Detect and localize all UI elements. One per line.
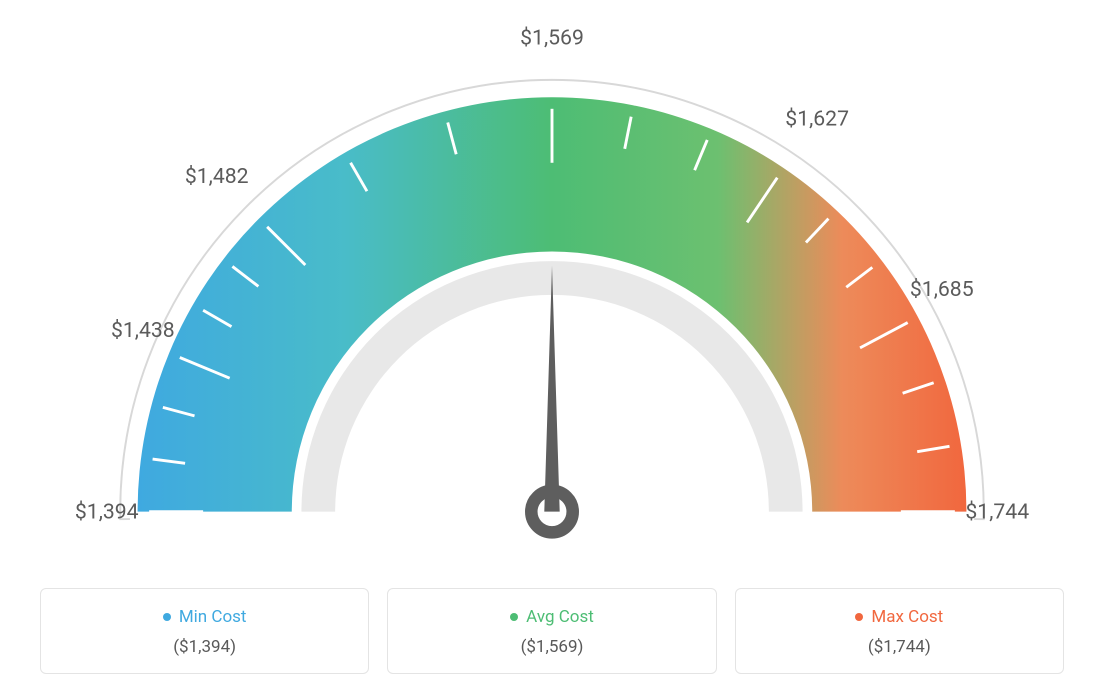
svg-text:$1,438: $1,438 <box>111 318 175 343</box>
cost-gauge-chart: $1,394 $1,438 $1,482 $1,569 $1,627 $1,685 $1,7… <box>20 20 1084 674</box>
legend-value-avg: ($1,569) <box>398 637 705 657</box>
legend-value-min: ($1,394) <box>51 637 358 657</box>
legend-value-max: ($1,744) <box>746 637 1053 657</box>
gauge-svg: $1,394 $1,438 $1,482 $1,569 $1,627 $1,685 $1,7… <box>20 20 1084 560</box>
dot-icon <box>163 613 171 621</box>
legend-title-min: Min Cost <box>51 607 358 627</box>
legend-card-avg: Avg Cost ($1,569) <box>387 588 716 674</box>
svg-text:$1,685: $1,685 <box>910 277 974 302</box>
legend-title-max: Max Cost <box>746 607 1053 627</box>
legend-label: Max Cost <box>871 607 943 627</box>
legend-row: Min Cost ($1,394) Avg Cost ($1,569) Max … <box>20 588 1084 674</box>
svg-text:$1,394: $1,394 <box>75 499 139 524</box>
legend-label: Min Cost <box>179 607 247 627</box>
dot-icon <box>855 613 863 621</box>
legend-card-max: Max Cost ($1,744) <box>735 588 1064 674</box>
svg-text:$1,744: $1,744 <box>965 499 1029 524</box>
svg-text:$1,627: $1,627 <box>785 106 849 131</box>
legend-label: Avg Cost <box>526 607 594 627</box>
legend-card-min: Min Cost ($1,394) <box>40 588 369 674</box>
svg-text:$1,482: $1,482 <box>185 164 249 189</box>
dot-icon <box>510 613 518 621</box>
legend-title-avg: Avg Cost <box>398 607 705 627</box>
svg-text:$1,569: $1,569 <box>520 25 584 50</box>
